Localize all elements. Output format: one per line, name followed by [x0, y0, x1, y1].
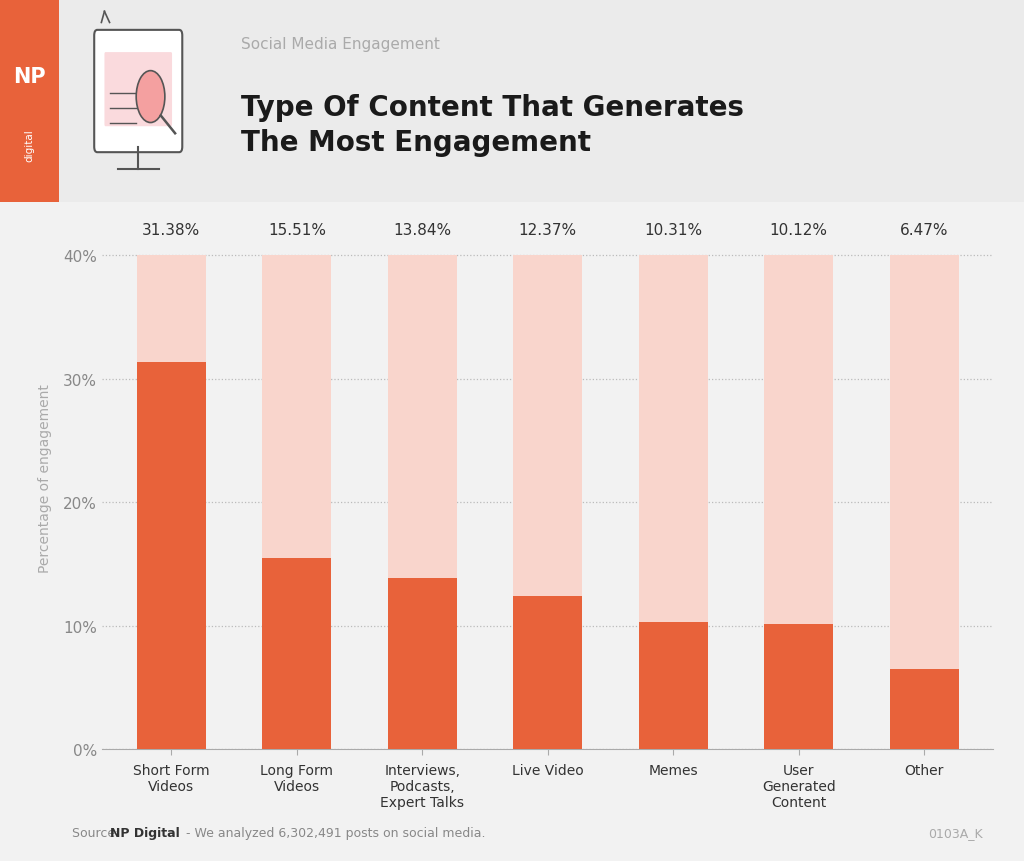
Text: 0103A_K: 0103A_K: [929, 827, 983, 839]
Text: 15.51%: 15.51%: [268, 222, 326, 238]
Text: 10.31%: 10.31%: [644, 222, 702, 238]
Text: 12.37%: 12.37%: [519, 222, 577, 238]
Y-axis label: Percentage of engagement: Percentage of engagement: [38, 383, 52, 573]
Bar: [137, 256, 206, 749]
Bar: [388, 256, 457, 749]
Bar: [639, 256, 708, 749]
Text: 6.47%: 6.47%: [900, 222, 948, 238]
Text: - We analyzed 6,302,491 posts on social media.: - We analyzed 6,302,491 posts on social …: [182, 827, 485, 839]
Text: Social Media Engagement: Social Media Engagement: [241, 37, 439, 52]
Bar: [764, 256, 834, 749]
Bar: [262, 256, 332, 749]
Bar: [890, 669, 958, 749]
Text: Type Of Content That Generates
The Most Engagement: Type Of Content That Generates The Most …: [241, 94, 743, 158]
Bar: [639, 622, 708, 749]
Text: 10.12%: 10.12%: [770, 222, 827, 238]
FancyBboxPatch shape: [104, 53, 172, 127]
Bar: [137, 362, 206, 749]
Text: 31.38%: 31.38%: [142, 222, 201, 238]
Text: digital: digital: [25, 129, 35, 162]
Bar: [388, 579, 457, 749]
Bar: [513, 256, 583, 749]
Text: NP Digital: NP Digital: [110, 827, 179, 839]
Bar: [262, 558, 332, 749]
Bar: [513, 597, 583, 749]
Text: NP: NP: [13, 67, 46, 87]
Bar: [764, 624, 834, 749]
FancyBboxPatch shape: [94, 31, 182, 153]
Text: Source:: Source:: [72, 827, 123, 839]
Circle shape: [136, 71, 165, 123]
Bar: [890, 256, 958, 749]
Text: 13.84%: 13.84%: [393, 222, 452, 238]
